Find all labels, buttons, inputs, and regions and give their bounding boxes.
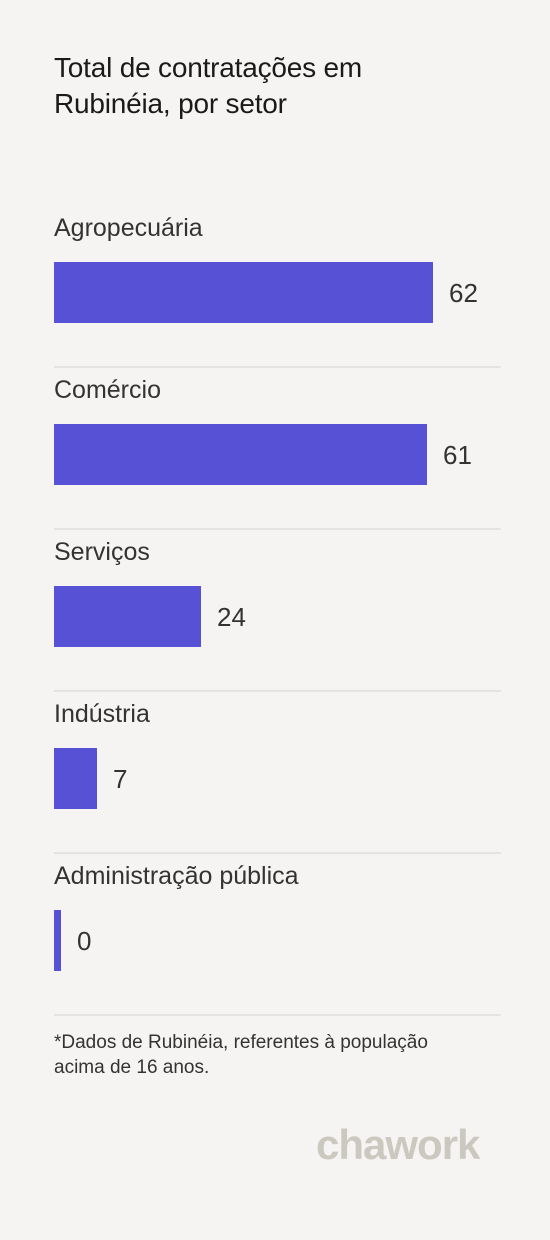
bar-row: Indústria 7	[54, 692, 501, 854]
bar	[54, 424, 427, 485]
bar-row: Agropecuária 62	[54, 206, 501, 368]
bar-value-label: 7	[113, 764, 128, 794]
bar-value-label: 24	[217, 602, 246, 632]
bar-value-label: 62	[449, 278, 478, 308]
bar	[54, 748, 97, 809]
row-divider	[54, 852, 501, 854]
row-divider	[54, 366, 501, 368]
row-divider	[54, 690, 501, 692]
category-label: Serviços	[54, 538, 150, 566]
category-label: Comércio	[54, 376, 161, 404]
bar-value-label: 61	[443, 440, 472, 470]
category-label: Agropecuária	[54, 214, 203, 242]
bar-value-label: 0	[77, 926, 92, 956]
bar	[54, 910, 61, 971]
chart-title: Total de contratações em Rubinéia, por s…	[54, 52, 363, 119]
bar	[54, 262, 433, 323]
bar-chart: Agropecuária 62 Comércio 61 Serviços 24 Indúst…	[54, 206, 501, 1016]
category-label: Indústria	[54, 700, 150, 728]
bar-row: Serviços 24	[54, 530, 501, 692]
category-label: Administração pública	[54, 862, 299, 890]
bar-row: Comércio 61	[54, 368, 501, 530]
row-divider	[54, 528, 501, 530]
chawork-logo: chawork	[316, 1121, 480, 1168]
row-divider	[54, 1014, 501, 1016]
bar-row: Administração pública 0	[54, 854, 501, 1016]
bar	[54, 586, 201, 647]
footnote: *Dados de Rubinéia, referentes à populaç…	[54, 1032, 428, 1078]
